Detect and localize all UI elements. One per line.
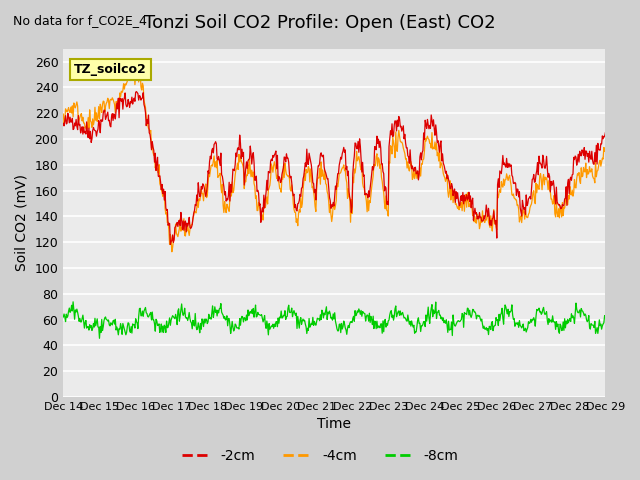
Text: TZ_soilco2: TZ_soilco2 [74, 63, 147, 76]
Legend: -2cm, -4cm, -8cm: -2cm, -4cm, -8cm [176, 443, 464, 468]
Text: No data for f_CO2E_4: No data for f_CO2E_4 [13, 14, 147, 27]
Text: Tonzi Soil CO2 Profile: Open (East) CO2: Tonzi Soil CO2 Profile: Open (East) CO2 [144, 14, 496, 33]
X-axis label: Time: Time [317, 418, 351, 432]
Y-axis label: Soil CO2 (mV): Soil CO2 (mV) [15, 174, 29, 271]
